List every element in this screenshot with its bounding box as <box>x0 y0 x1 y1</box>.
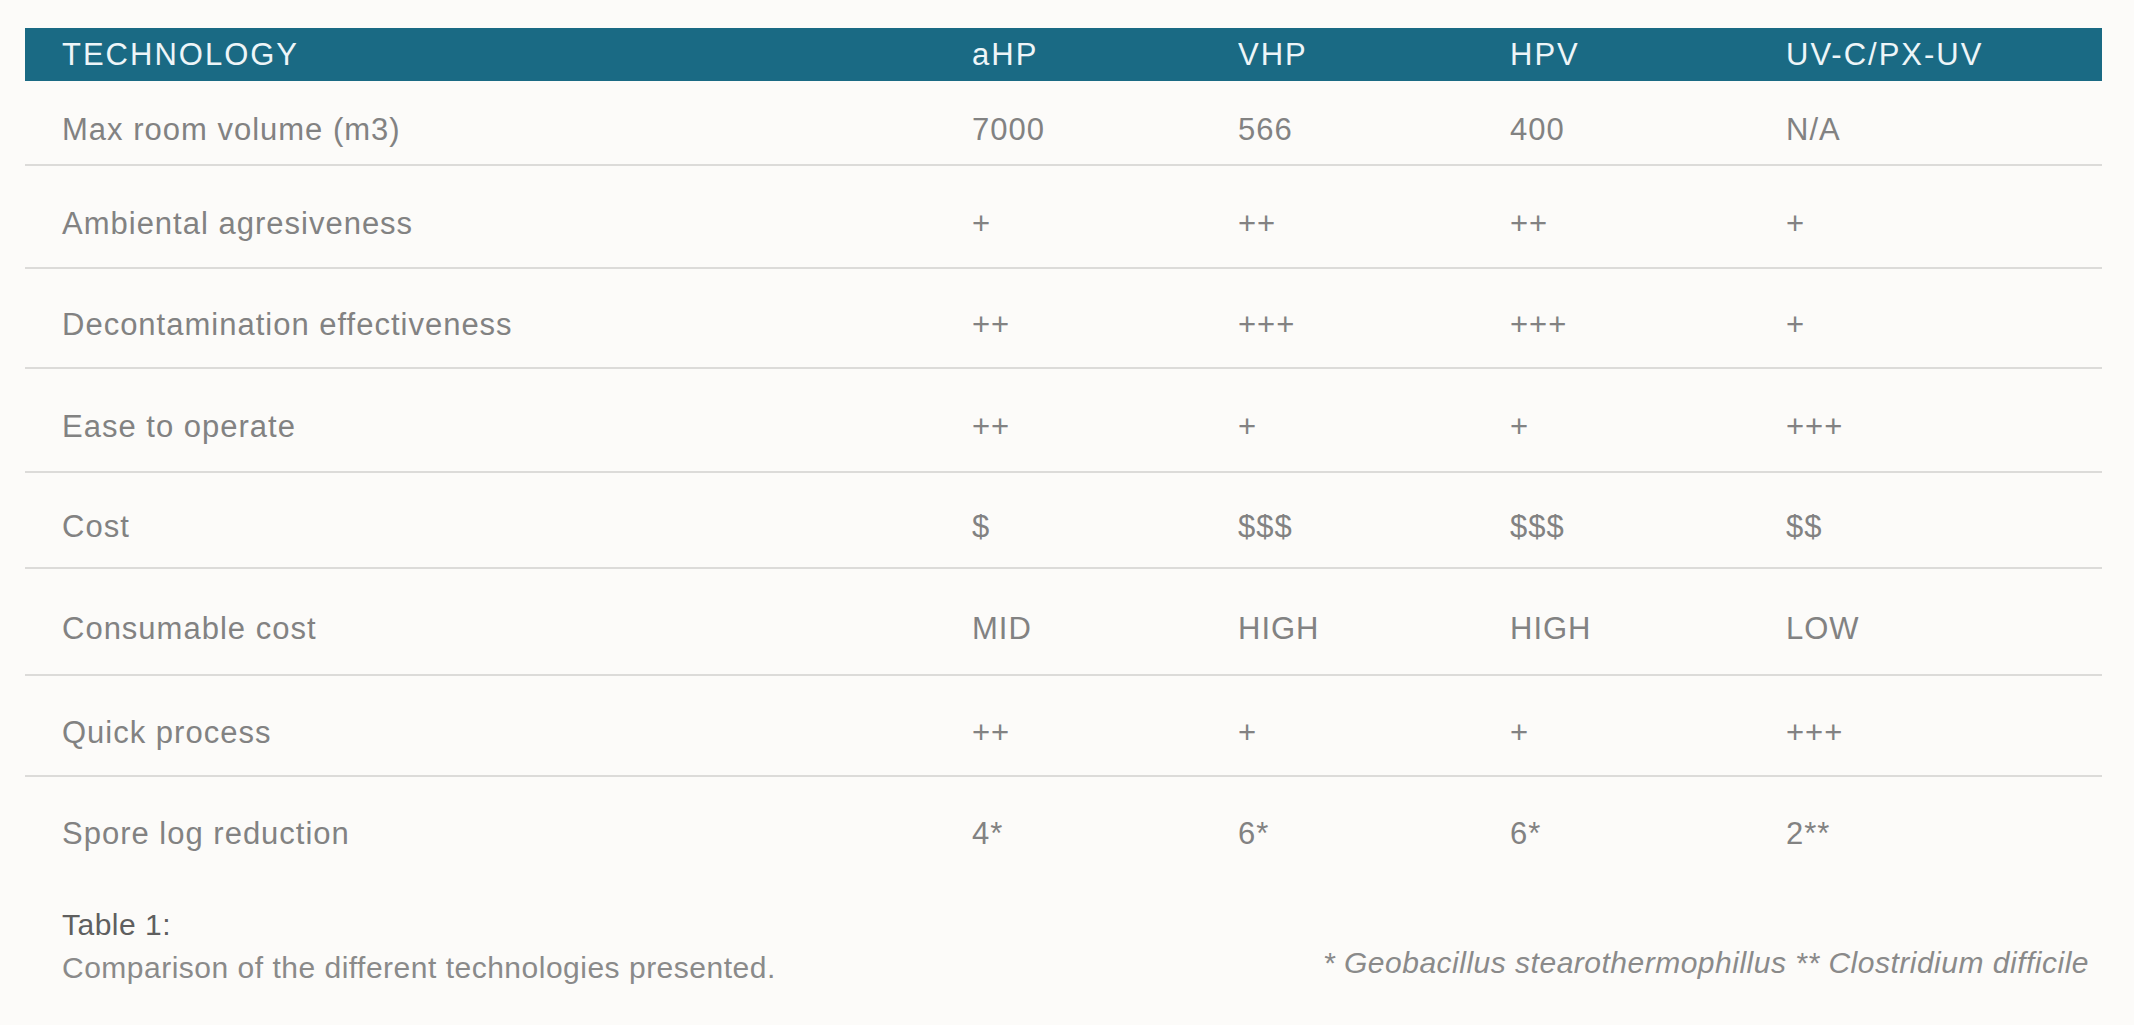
column-header-uvc-pxuv: UV-C/PX-UV <box>1786 28 2102 81</box>
cell-value: ++ <box>972 269 1238 367</box>
cell-value: LOW <box>1786 569 2102 674</box>
cell-value: $$$ <box>1238 473 1510 567</box>
row-label: Cost <box>25 473 972 567</box>
cell-value: N/A <box>1786 81 2102 164</box>
table-row-max-room-volume: Max room volume (m3) 7000 566 400 N/A <box>25 81 2102 166</box>
table-row-consumable-cost: Consumable cost MID HIGH HIGH LOW <box>25 569 2102 676</box>
cell-value: 400 <box>1510 81 1786 164</box>
row-label: Consumable cost <box>25 569 972 674</box>
cell-value: +++ <box>1510 269 1786 367</box>
cell-value: + <box>972 166 1238 267</box>
cell-value: + <box>1510 676 1786 775</box>
cell-value: 2** <box>1786 777 2102 877</box>
table-row-quick-process: Quick process ++ + + +++ <box>25 676 2102 777</box>
cell-value: ++ <box>1510 166 1786 267</box>
table-row-decontamination-effectiveness: Decontamination effectiveness ++ +++ +++… <box>25 269 2102 369</box>
column-header-ahp: aHP <box>972 28 1238 81</box>
table-header-row: TECHNOLOGY aHP VHP HPV UV-C/PX-UV <box>25 28 2102 81</box>
cell-value: + <box>1510 369 1786 471</box>
cell-value: HIGH <box>1510 569 1786 674</box>
comparison-table: TECHNOLOGY aHP VHP HPV UV-C/PX-UV Max ro… <box>25 28 2102 877</box>
table-footnote: * Geobacillus stearothermophillus ** Clo… <box>1323 946 2089 980</box>
cell-value: +++ <box>1786 676 2102 775</box>
cell-value: 4* <box>972 777 1238 877</box>
cell-value: 6* <box>1238 777 1510 877</box>
cell-value: $ <box>972 473 1238 567</box>
cell-value: 7000 <box>972 81 1238 164</box>
table-caption-title: Table 1: <box>62 903 776 946</box>
table-row-cost: Cost $ $$$ $$$ $$ <box>25 473 2102 569</box>
cell-value: + <box>1786 166 2102 267</box>
cell-value: HIGH <box>1238 569 1510 674</box>
cell-value: ++ <box>1238 166 1510 267</box>
cell-value: + <box>1238 676 1510 775</box>
cell-value: MID <box>972 569 1238 674</box>
column-header-vhp: VHP <box>1238 28 1510 81</box>
table-row-ambiental-agresiveness: Ambiental agresiveness + ++ ++ + <box>25 166 2102 269</box>
cell-value: +++ <box>1238 269 1510 367</box>
cell-value: ++ <box>972 676 1238 775</box>
table-caption: Table 1: Comparison of the different tec… <box>62 903 776 989</box>
table-row-spore-log-reduction: Spore log reduction 4* 6* 6* 2** <box>25 777 2102 877</box>
row-label: Max room volume (m3) <box>25 81 972 164</box>
cell-value: +++ <box>1786 369 2102 471</box>
row-label: Ease to operate <box>25 369 972 471</box>
cell-value: 566 <box>1238 81 1510 164</box>
row-label: Decontamination effectiveness <box>25 269 972 367</box>
column-header-technology: TECHNOLOGY <box>25 28 972 81</box>
row-label: Quick process <box>25 676 972 775</box>
cell-value: ++ <box>972 369 1238 471</box>
table-row-ease-to-operate: Ease to operate ++ + + +++ <box>25 369 2102 473</box>
cell-value: 6* <box>1510 777 1786 877</box>
cell-value: $$ <box>1786 473 2102 567</box>
table-caption-text: Comparison of the different technologies… <box>62 946 776 989</box>
row-label: Spore log reduction <box>25 777 972 877</box>
column-header-hpv: HPV <box>1510 28 1786 81</box>
row-label: Ambiental agresiveness <box>25 166 972 267</box>
cell-value: + <box>1238 369 1510 471</box>
cell-value: + <box>1786 269 2102 367</box>
cell-value: $$$ <box>1510 473 1786 567</box>
